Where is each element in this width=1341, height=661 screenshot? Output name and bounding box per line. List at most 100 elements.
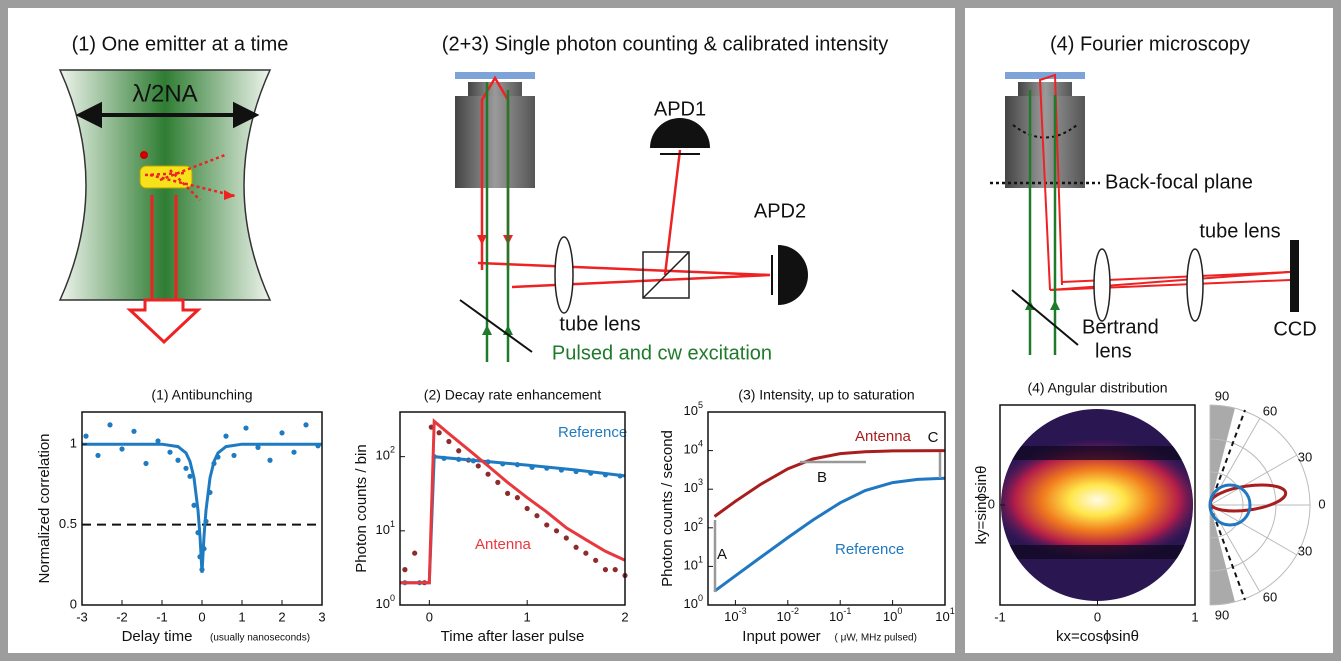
y-tick-label: 0.5 — [59, 516, 77, 531]
x-tick-label: 10-2 — [777, 606, 799, 624]
x-tick-label: 2 — [278, 609, 285, 624]
data-point — [436, 430, 442, 436]
data-point — [155, 438, 161, 444]
dichroic-mirror — [459, 299, 533, 353]
label: APD2 — [754, 200, 806, 222]
beam-splitter — [642, 251, 690, 299]
y-tick-label: 0 — [70, 596, 77, 611]
lens — [554, 236, 574, 314]
y-axis-label: Photon counts / second — [659, 430, 676, 587]
data-point — [267, 457, 273, 463]
data-point — [593, 557, 599, 563]
x-tick-label: 3 — [318, 609, 325, 624]
data-point — [167, 449, 173, 455]
series-label: Reference — [558, 424, 627, 441]
annotation: C — [928, 429, 939, 446]
x-tick-label: 10-1 — [829, 606, 851, 624]
data-point — [183, 465, 189, 471]
data-point — [83, 433, 89, 439]
data-point — [187, 473, 193, 479]
data-point — [514, 495, 520, 501]
x-axis-label: Time after laser pulse — [441, 628, 585, 645]
data-point — [602, 567, 609, 573]
series-label: Antenna — [475, 536, 532, 553]
polar-tick-label: 90 — [1215, 388, 1229, 403]
data-point — [402, 567, 408, 573]
data-point — [279, 430, 285, 436]
x-tick-label: 1 — [1191, 609, 1198, 624]
apd1 — [650, 118, 710, 155]
data-point — [456, 448, 462, 454]
data-point — [573, 544, 579, 550]
data-point — [446, 438, 452, 445]
polar-tick-label: 60 — [1263, 403, 1277, 418]
data-point — [475, 463, 481, 469]
x-tick-label: -2 — [116, 609, 128, 624]
label: APD1 — [654, 98, 706, 120]
label: tube lens — [1199, 220, 1280, 242]
label: tube lens — [559, 313, 640, 335]
y-tick-label: 101 — [684, 555, 703, 573]
chart-title: (1) Antibunching — [151, 387, 252, 403]
heatmap-image — [1001, 409, 1193, 601]
x-tick-label: -3 — [76, 609, 88, 624]
polar-plot — [1208, 404, 1311, 606]
y-tick-label: 103 — [684, 478, 703, 496]
fit-line — [713, 449, 946, 518]
data-point — [231, 452, 237, 459]
data-point — [485, 471, 491, 477]
label: Back-focal plane — [1105, 171, 1253, 193]
x-tick-label: 0 — [198, 609, 205, 624]
polar-tick-label: 0 — [1318, 496, 1325, 511]
excitation-path — [1028, 90, 1057, 355]
series-label: Antenna — [855, 428, 912, 445]
label: lens — [1095, 340, 1132, 362]
x-tick-label: 2 — [621, 609, 628, 624]
x-tick-label: -1 — [994, 609, 1006, 624]
x-tick-label: 0 — [1094, 609, 1101, 624]
data-point — [544, 522, 550, 528]
data-point — [534, 513, 540, 519]
x-tick-label: -1 — [156, 609, 168, 624]
y-axis-label: ky=sinϕsinθ — [973, 466, 990, 545]
x-axis-note: (usually nanoseconds) — [210, 633, 310, 644]
y-tick-label: 105 — [684, 400, 703, 418]
y-tick-label: 0 — [988, 496, 995, 511]
x-tick-label: 100 — [883, 606, 902, 624]
objective — [455, 72, 535, 188]
label: Pulsed and cw excitation — [552, 342, 772, 364]
data-point — [131, 428, 137, 434]
plot-frame — [707, 411, 946, 606]
data-point — [255, 444, 261, 450]
data-point — [175, 457, 181, 463]
chart-title: (4) Angular distribution — [1027, 380, 1167, 396]
polar-tick-label: 30 — [1298, 543, 1312, 558]
polar-tick-label: 90 — [1215, 607, 1229, 622]
plot-frame — [399, 411, 626, 606]
label: CCD — [1273, 318, 1316, 340]
polar-tick-label: 60 — [1263, 589, 1277, 604]
excitation-path — [485, 82, 510, 362]
chart-title: (2) Decay rate enhancement — [424, 387, 602, 403]
annotation: B — [817, 469, 827, 486]
fit-line — [82, 442, 322, 573]
x-tick-label: 10-3 — [724, 606, 746, 624]
x-axis-label: Delay time — [122, 628, 193, 645]
data-point — [495, 479, 501, 485]
emitter — [139, 151, 236, 201]
data-point — [191, 502, 197, 508]
x-axis-label: kx=cosϕsinθ — [1056, 628, 1139, 645]
data-point — [553, 528, 560, 534]
chart-title: (3) Intensity, up to saturation — [738, 387, 914, 403]
y-tick-label: 100 — [376, 593, 395, 611]
data-point — [412, 550, 418, 556]
series-label: Reference — [835, 541, 904, 558]
y-tick-label: 104 — [684, 439, 703, 457]
annotation: A — [717, 546, 727, 563]
dichroic-mirror — [1011, 289, 1079, 346]
x-axis-label: Input power — [742, 628, 820, 645]
data-point — [303, 422, 309, 428]
x-tick-label: 101 — [935, 606, 954, 624]
x-axis-note: ( μW, MHz pulsed) — [835, 633, 917, 644]
